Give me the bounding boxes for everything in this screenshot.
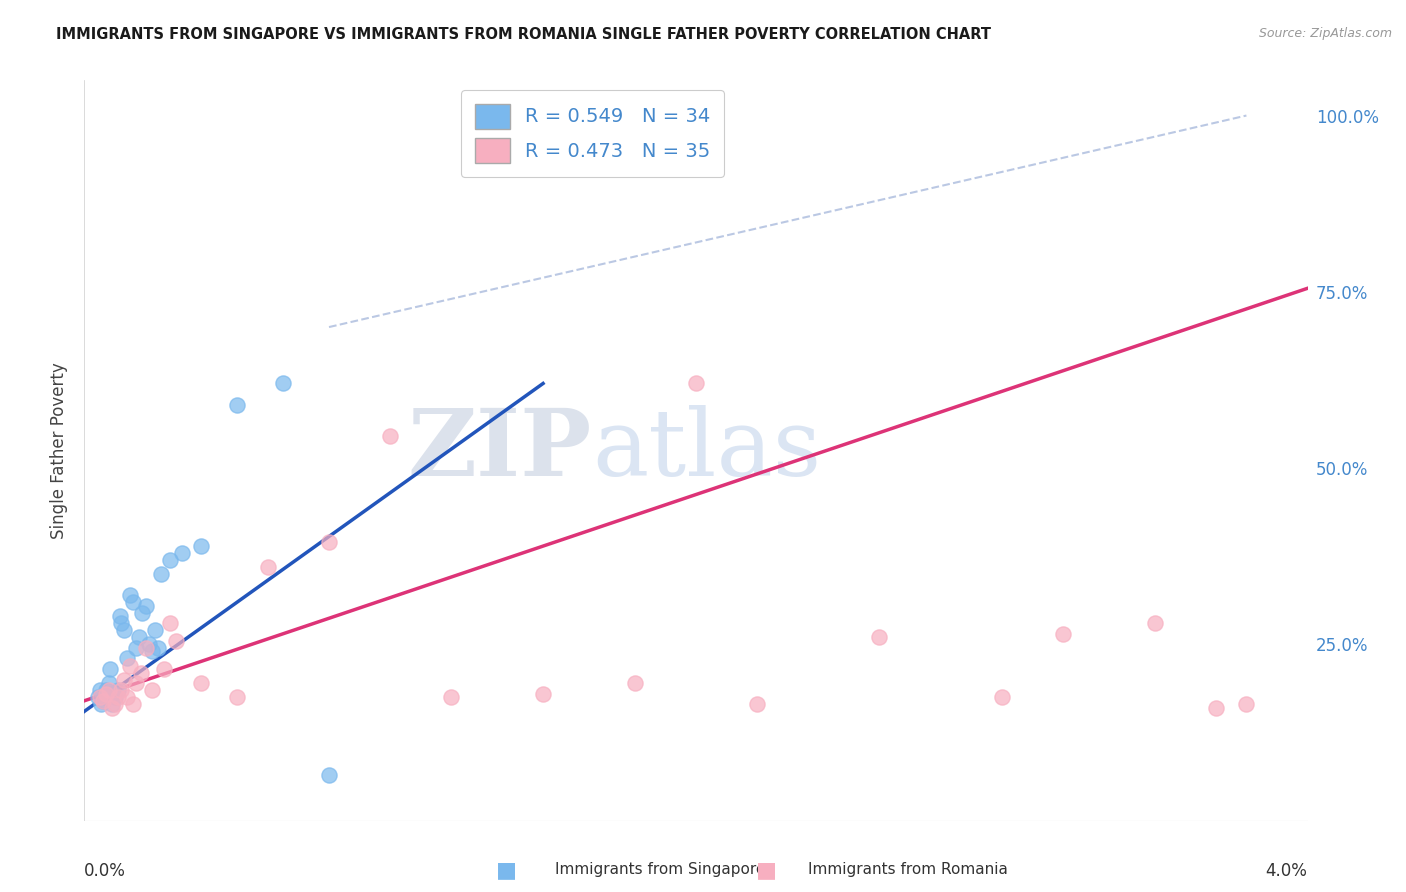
Point bbox=[94, 683, 117, 698]
Point bbox=[89, 690, 111, 705]
Point bbox=[165, 633, 187, 648]
Point bbox=[115, 690, 138, 705]
Point bbox=[115, 651, 138, 665]
Point bbox=[153, 662, 176, 676]
Point bbox=[125, 640, 148, 655]
Text: Source: ZipAtlas.com: Source: ZipAtlas.com bbox=[1258, 27, 1392, 40]
Point bbox=[112, 624, 135, 638]
Text: ■: ■ bbox=[756, 860, 776, 880]
Point bbox=[318, 535, 340, 549]
Text: 4.0%: 4.0% bbox=[1265, 863, 1308, 880]
Point bbox=[104, 698, 127, 712]
Text: IMMIGRANTS FROM SINGAPORE VS IMMIGRANTS FROM ROMANIA SINGLE FATHER POVERTY CORRE: IMMIGRANTS FROM SINGAPORE VS IMMIGRANTS … bbox=[56, 27, 991, 42]
Point bbox=[110, 683, 132, 698]
Point bbox=[91, 694, 114, 708]
Point bbox=[226, 398, 249, 412]
Point bbox=[107, 690, 129, 705]
Point bbox=[93, 690, 115, 705]
Point bbox=[624, 676, 647, 690]
Point bbox=[1205, 701, 1227, 715]
Point bbox=[104, 690, 127, 705]
Text: atlas: atlas bbox=[592, 406, 821, 495]
Point bbox=[90, 698, 112, 712]
Point bbox=[190, 539, 212, 553]
Point bbox=[1052, 627, 1074, 641]
Point bbox=[128, 630, 150, 644]
Point bbox=[1236, 698, 1258, 712]
Point bbox=[94, 687, 117, 701]
Point bbox=[146, 640, 169, 655]
Point bbox=[135, 640, 157, 655]
Point bbox=[531, 687, 554, 701]
Point bbox=[143, 624, 166, 638]
Point bbox=[129, 665, 152, 680]
Point bbox=[172, 546, 194, 560]
Text: ZIP: ZIP bbox=[408, 406, 592, 495]
Point bbox=[440, 690, 463, 705]
Text: Immigrants from Singapore: Immigrants from Singapore bbox=[555, 863, 766, 877]
Point bbox=[380, 429, 402, 443]
Point bbox=[131, 606, 153, 620]
Point bbox=[159, 553, 181, 567]
Point bbox=[89, 683, 111, 698]
Point bbox=[101, 698, 124, 712]
Point bbox=[120, 658, 142, 673]
Point bbox=[122, 698, 145, 712]
Point bbox=[141, 644, 163, 658]
Y-axis label: Single Father Poverty: Single Father Poverty bbox=[49, 362, 67, 539]
Point bbox=[87, 690, 110, 705]
Point bbox=[110, 616, 132, 631]
Point bbox=[103, 687, 125, 701]
Point bbox=[107, 683, 129, 698]
Point bbox=[108, 609, 131, 624]
Point bbox=[138, 637, 160, 651]
Point bbox=[159, 616, 181, 631]
Point bbox=[135, 599, 157, 613]
Point bbox=[97, 683, 120, 698]
Point bbox=[97, 676, 120, 690]
Point bbox=[190, 676, 212, 690]
Text: 0.0%: 0.0% bbox=[84, 863, 127, 880]
Legend: R = 0.549   N = 34, R = 0.473   N = 35: R = 0.549 N = 34, R = 0.473 N = 35 bbox=[461, 90, 724, 177]
Text: ■: ■ bbox=[496, 860, 516, 880]
Point bbox=[149, 566, 172, 581]
Point bbox=[226, 690, 249, 705]
Point bbox=[318, 768, 340, 782]
Point bbox=[91, 694, 114, 708]
Point bbox=[101, 701, 124, 715]
Point bbox=[257, 559, 280, 574]
Point bbox=[271, 376, 294, 391]
Point bbox=[112, 673, 135, 687]
Point bbox=[96, 687, 118, 701]
Point bbox=[869, 630, 891, 644]
Point bbox=[685, 376, 707, 391]
Point bbox=[120, 588, 142, 602]
Point bbox=[747, 698, 769, 712]
Point bbox=[98, 662, 121, 676]
Point bbox=[141, 683, 163, 698]
Point bbox=[1143, 616, 1166, 631]
Text: Immigrants from Romania: Immigrants from Romania bbox=[808, 863, 1008, 877]
Point bbox=[125, 676, 148, 690]
Point bbox=[122, 595, 145, 609]
Point bbox=[991, 690, 1014, 705]
